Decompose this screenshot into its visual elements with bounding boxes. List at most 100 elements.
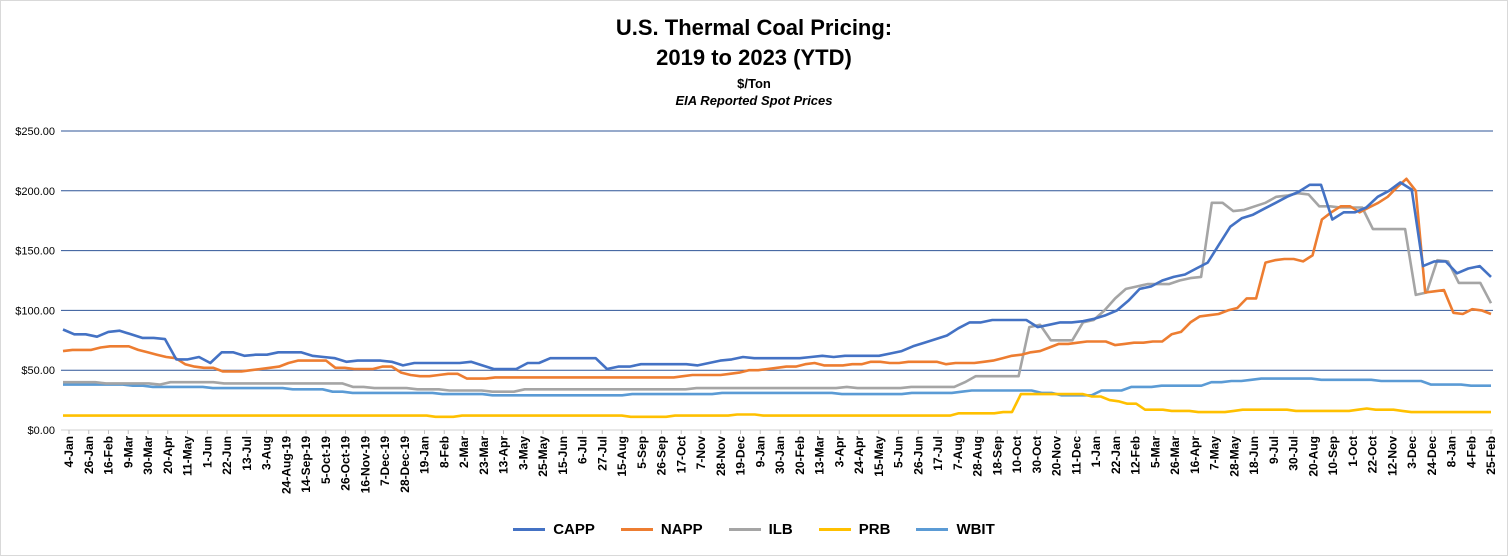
y-tick-label: $200.00 (15, 186, 55, 198)
x-tick-label: 9-Jan (753, 436, 767, 467)
x-tick-label: 5-Oct-19 (319, 436, 333, 484)
x-tick-label: 22-Jun (220, 436, 234, 475)
x-tick-label: 28-Dec-19 (398, 436, 412, 493)
chart-legend: CAPP NAPP ILB PRB WBIT (1, 521, 1507, 538)
legend-item-napp: NAPP (620, 521, 703, 538)
x-tick-label: 15-Jun (556, 436, 570, 475)
legend-item-wbit: WBIT (916, 521, 995, 538)
x-tick-label: 9-Mar (121, 436, 135, 468)
x-tick-label: 28-May (1227, 436, 1241, 477)
x-tick-label: 17-Jul (931, 436, 945, 471)
x-tick-label: 11-May (181, 436, 195, 476)
x-tick-label: 6-Jul (576, 436, 590, 464)
legend-item-prb: PRB (818, 521, 891, 538)
legend-item-ilb: ILB (728, 521, 793, 538)
series-line-wbit (63, 377, 1491, 397)
x-tick-label: 30-Mar (141, 436, 155, 475)
legend-swatch-capp (513, 528, 546, 531)
series-line-prb (63, 392, 1491, 419)
x-tick-label: 16-Nov-19 (358, 436, 372, 494)
legend-label-prb: PRB (858, 521, 891, 538)
x-tick-label: 26-Mar (1168, 436, 1182, 475)
x-tick-label: 26-Jun (911, 436, 925, 475)
x-tick-label: 10-Sep (1326, 436, 1340, 475)
x-tick-label: 1-Oct (1346, 436, 1360, 467)
x-tick-label: 26-Oct-19 (339, 436, 353, 491)
x-tick-label: 1-Jun (200, 436, 214, 468)
chart-subtitle-units: $/Ton (737, 76, 771, 91)
x-tick-label: 22-Oct (1366, 436, 1380, 473)
line-chart: $0.00 $50.00 $100.00 $150.00 $200.00 $250.00 4… (15, 126, 1498, 494)
x-tick-label: 2-Mar (457, 436, 471, 468)
x-tick-label: 7-Aug (951, 436, 965, 470)
x-tick-label: 15-May (872, 436, 886, 477)
series-line-napp (62, 177, 1492, 380)
x-tick-label: 4-Jan (62, 436, 76, 467)
x-tick-label: 3-Aug (260, 436, 274, 470)
y-tick-label: $0.00 (27, 425, 55, 437)
legend-label-ilb: ILB (768, 521, 793, 538)
x-tick-label: 18-Sep (990, 436, 1004, 475)
x-tick-label: 3-May (516, 436, 530, 470)
x-tick-label: 12-Nov (1385, 436, 1399, 476)
x-tick-label: 23-Mar (477, 436, 491, 475)
y-tick-label: $50.00 (21, 365, 55, 377)
x-tick-label: 1-Jan (1089, 436, 1103, 467)
chart-title-block: U.S. Thermal Coal Pricing: 2019 to 2023 … (1, 13, 1507, 109)
legend-swatch-ilb (728, 528, 761, 531)
chart-subtitle-source: EIA Reported Spot Prices (675, 93, 833, 108)
legend-label-capp: CAPP (553, 521, 595, 538)
legend-label-wbit: WBIT (956, 521, 995, 538)
x-tick-label: 8-Feb (437, 436, 451, 468)
x-tick-label: 12-Feb (1129, 436, 1143, 475)
x-tick-label: 19-Jan (418, 436, 432, 474)
series-line-ilb (63, 191, 1493, 393)
x-tick-label: 20-Apr (161, 436, 175, 474)
x-tick-label: 15-Aug (615, 436, 629, 477)
x-tick-label: 20-Feb (793, 436, 807, 475)
x-tick-label: 3-Apr (832, 436, 846, 468)
x-tick-label: 4-Feb (1464, 436, 1478, 468)
x-tick-label: 10-Oct (1010, 436, 1024, 473)
x-tick-label: 7-Nov (694, 436, 708, 470)
x-tick-label: 28-Nov (714, 436, 728, 476)
x-tick-label: 3-Dec (1405, 436, 1419, 469)
x-tick-label: 17-Oct (674, 436, 688, 473)
y-tick-label: $100.00 (15, 305, 55, 317)
x-tick-label: 19-Dec (734, 436, 748, 476)
x-tick-label: 7-Dec-19 (378, 436, 392, 486)
x-tick-label: 5-Sep (635, 436, 649, 469)
x-tick-label: 30-Jul (1287, 436, 1301, 471)
x-tick-label: 8-Jan (1445, 436, 1459, 467)
x-tick-label: 30-Jan (773, 436, 787, 474)
x-tick-label: 25-May (536, 436, 550, 477)
legend-item-capp: CAPP (513, 521, 595, 538)
x-tick-label: 16-Feb (102, 436, 116, 475)
x-tick-label: 20-Nov (1050, 436, 1064, 476)
x-tick-label: 20-Aug (1306, 436, 1320, 477)
x-tick-label: 13-Jul (240, 436, 254, 471)
x-tick-label: 16-Apr (1188, 436, 1202, 474)
x-tick-label: 25-Feb (1484, 436, 1498, 475)
x-tick-label: 24-Dec (1425, 436, 1439, 476)
x-tick-label: 13-Apr (497, 436, 511, 474)
x-tick-label: 28-Aug (971, 436, 985, 477)
legend-label-napp: NAPP (660, 521, 703, 538)
x-tick-label: 26-Jan (82, 436, 96, 474)
chart-title-line-2: 2019 to 2023 (YTD) (656, 45, 852, 70)
x-tick-label: 18-Jun (1247, 436, 1261, 475)
legend-swatch-prb (818, 528, 851, 531)
legend-swatch-wbit (916, 528, 949, 531)
x-tick-label: 9-Jul (1267, 436, 1281, 464)
x-tick-label: 5-Jun (892, 436, 906, 468)
x-tick-label: 26-Sep (655, 436, 669, 475)
x-tick-label: 22-Jan (1109, 436, 1123, 474)
legend-swatch-napp (620, 528, 653, 531)
x-tick-label: 7-May (1208, 436, 1222, 470)
x-tick-label: 13-Mar (813, 436, 827, 475)
x-tick-label: 14-Sep-19 (299, 436, 313, 493)
x-tick-label: 11-Dec (1069, 436, 1083, 475)
x-tick-label: 5-Mar (1148, 436, 1162, 468)
x-tick-label: 27-Jul (595, 436, 609, 471)
